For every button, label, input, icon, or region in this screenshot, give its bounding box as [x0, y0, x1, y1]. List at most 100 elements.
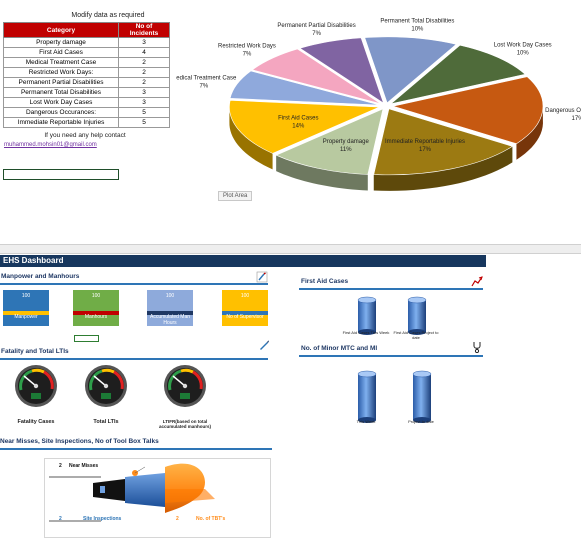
column-letter[interactable]: P	[210, 253, 224, 254]
column-letter[interactable]: AM	[532, 253, 546, 254]
column-letter[interactable]: AE	[420, 253, 434, 254]
cell-count[interactable]: 2	[118, 77, 170, 88]
pie-slice[interactable]	[299, 37, 385, 104]
header-category[interactable]: Category	[3, 22, 119, 38]
cell-count[interactable]: 3	[118, 97, 170, 108]
cell-count[interactable]: 2	[118, 67, 170, 78]
cell-count[interactable]: 5	[118, 117, 170, 128]
column-letter[interactable]: W	[308, 253, 322, 254]
column-letter[interactable]: AD	[406, 253, 420, 254]
column-letter[interactable]: B	[14, 253, 28, 254]
column-letter[interactable]: I	[112, 253, 126, 254]
cell-category[interactable]: Property damage	[3, 37, 119, 48]
pie-data-label: Dangerous Occurances: 17%	[545, 108, 581, 122]
column-letter[interactable]: AJ	[490, 253, 504, 254]
column-letter[interactable]: M	[168, 253, 182, 254]
near-misses-divider	[0, 448, 272, 450]
card-band	[147, 311, 193, 315]
cell-category[interactable]: Immediate Reportable Injuries	[3, 117, 119, 128]
pie-slice-side[interactable]	[229, 106, 273, 170]
column-letter[interactable]: AK	[504, 253, 518, 254]
column-letter[interactable]: G	[84, 253, 98, 254]
pie-slice[interactable]	[229, 70, 380, 106]
pie-slice-side[interactable]	[516, 103, 543, 160]
pie-slice[interactable]	[391, 76, 544, 145]
pie-slice[interactable]	[251, 48, 382, 105]
column-letter[interactable]: O	[196, 253, 210, 254]
column-letter[interactable]: AB	[378, 253, 392, 254]
gauge-dial[interactable]	[84, 364, 128, 408]
cell-count[interactable]: 3	[118, 37, 170, 48]
column-letter[interactable]: AN	[546, 253, 560, 254]
pie-slice-side[interactable]	[373, 146, 513, 191]
column-letter[interactable]: H	[98, 253, 112, 254]
column-letter[interactable]: V	[294, 253, 308, 254]
column-letter[interactable]: AG	[448, 253, 462, 254]
cell-count[interactable]: 2	[118, 57, 170, 68]
column-letter[interactable]: K	[140, 253, 154, 254]
cylinder-bar[interactable]	[357, 296, 377, 336]
pie-slice[interactable]	[364, 36, 457, 104]
column-letter[interactable]: Y	[336, 253, 350, 254]
column-letter[interactable]: T	[266, 253, 280, 254]
pie-slice[interactable]	[275, 108, 384, 175]
pie-percent-label: 10%	[411, 27, 424, 33]
stethoscope-icon[interactable]	[471, 341, 483, 353]
column-letter[interactable]: D	[42, 253, 56, 254]
column-letter[interactable]: C	[28, 253, 42, 254]
manpower-card: 100 No of Supervisor	[222, 290, 268, 326]
cylinder-bar[interactable]	[357, 370, 377, 424]
column-letter[interactable]: J	[126, 253, 140, 254]
card-band	[222, 311, 268, 315]
pie-slice[interactable]	[373, 108, 514, 176]
column-letter[interactable]: AA	[364, 253, 378, 254]
cell-count[interactable]: 4	[118, 47, 170, 58]
column-letter[interactable]: Q	[224, 253, 238, 254]
column-letter[interactable]: AC	[392, 253, 406, 254]
cylinder-bar[interactable]	[412, 370, 432, 424]
cell-category[interactable]: Permanent Total Disabilities	[3, 87, 119, 98]
cylinder-label: This Week	[356, 419, 376, 424]
gauge-dial[interactable]	[14, 364, 58, 408]
cell-category[interactable]: First Aid Cases	[3, 47, 119, 58]
column-letter[interactable]: AF	[434, 253, 448, 254]
cell-category[interactable]: Dangerous Occurances:	[3, 107, 119, 118]
chart-edit-icon[interactable]	[471, 275, 483, 287]
column-letter[interactable]: R	[238, 253, 252, 254]
manpower-input-box[interactable]	[74, 335, 99, 342]
pie-slice[interactable]	[229, 100, 380, 154]
column-letter[interactable]: U	[280, 253, 294, 254]
pie-slice-side[interactable]	[276, 155, 368, 191]
selected-cell[interactable]	[3, 169, 119, 180]
help-email-link[interactable]: muhammed.mohsin01@gmail.com	[4, 142, 97, 148]
column-letter[interactable]: AL	[518, 253, 532, 254]
first-aid-divider	[299, 288, 483, 290]
column-letter[interactable]: AP	[574, 253, 581, 254]
column-letter[interactable]: S	[252, 253, 266, 254]
column-letter[interactable]: AI	[476, 253, 490, 254]
cell-count[interactable]: 5	[118, 107, 170, 118]
column-letter[interactable]: A	[0, 253, 14, 254]
column-letter[interactable]: AO	[560, 253, 574, 254]
gauge-dial[interactable]	[163, 364, 207, 408]
cylinder-bar[interactable]	[407, 296, 427, 336]
column-letter[interactable]: F	[70, 253, 84, 254]
edit-icon[interactable]	[256, 271, 268, 283]
incident-pie-chart[interactable]: Permanent Total Disabilities 10% Lost Work…	[176, 8, 581, 233]
column-letter[interactable]: AH	[462, 253, 476, 254]
cell-count[interactable]: 3	[118, 87, 170, 98]
card-band	[3, 311, 49, 315]
cell-category[interactable]: Medical Treatment Case	[3, 57, 119, 68]
column-letter[interactable]: N	[182, 253, 196, 254]
pen-icon[interactable]	[258, 339, 270, 351]
cell-category[interactable]: Restricted Work Days:	[3, 67, 119, 78]
column-letter[interactable]: Z	[350, 253, 364, 254]
header-count[interactable]: No of Incidents	[118, 22, 170, 38]
column-letter[interactable]: E	[56, 253, 70, 254]
pie-slice[interactable]	[390, 44, 526, 105]
cell-category[interactable]: Lost Work Day Cases	[3, 97, 119, 108]
tbt-label: No. of TBT's	[196, 516, 226, 522]
column-letter[interactable]: L	[154, 253, 168, 254]
cell-category[interactable]: Permanent Partial Disabilities	[3, 77, 119, 88]
column-letter[interactable]: X	[322, 253, 336, 254]
